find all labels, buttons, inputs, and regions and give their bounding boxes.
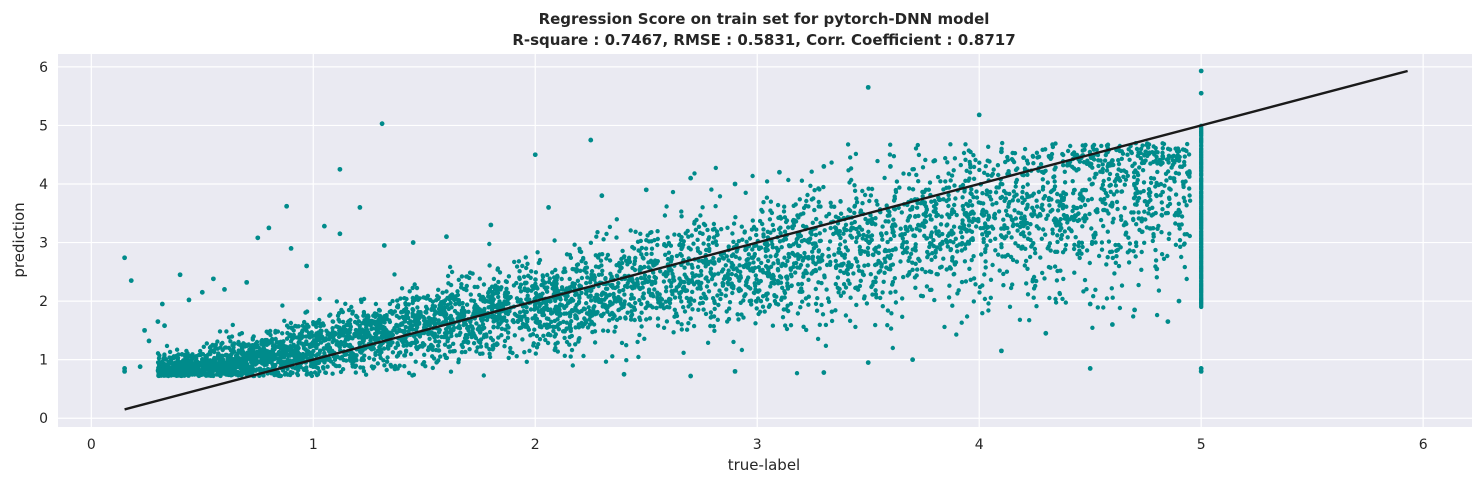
data-point: [732, 181, 738, 187]
data-point: [1176, 298, 1182, 304]
data-point: [146, 338, 152, 344]
data-point: [1087, 301, 1093, 307]
data-point: [162, 323, 167, 329]
data-point: [199, 289, 205, 295]
y-tick-label: 4: [39, 177, 48, 193]
data-point: [186, 297, 192, 303]
data-point: [1198, 366, 1204, 371]
data-point: [284, 203, 290, 209]
y-tick-label: 3: [39, 236, 48, 252]
data-point: [1065, 161, 1071, 166]
data-point: [1143, 149, 1149, 155]
data-point: [288, 246, 294, 251]
y-tick-label: 1: [39, 353, 48, 369]
x-tick-label: 5: [1197, 437, 1206, 453]
y-axis-label: prediction: [10, 202, 28, 277]
data-point: [381, 243, 387, 248]
data-point: [379, 121, 385, 127]
data-point: [888, 164, 893, 169]
y-tick-label: 5: [39, 118, 48, 134]
data-point: [865, 360, 871, 365]
data-point: [128, 278, 134, 284]
x-tick-label: 1: [309, 437, 318, 453]
data-point: [546, 205, 551, 210]
point-cloud: [155, 123, 1204, 379]
data-point: [1198, 90, 1204, 96]
data-point: [621, 371, 627, 377]
chart-title: Regression Score on train set for pytorc…: [539, 10, 990, 28]
x-tick-label: 3: [753, 437, 762, 453]
data-point: [155, 319, 161, 324]
data-point: [932, 158, 938, 163]
data-point: [1198, 68, 1204, 74]
data-point: [337, 166, 343, 172]
data-point: [222, 286, 227, 292]
data-point: [137, 364, 143, 370]
data-point: [777, 169, 782, 175]
y-tick-label: 2: [39, 294, 48, 310]
data-point: [122, 255, 127, 261]
data-point: [1132, 307, 1137, 313]
data-point: [1043, 330, 1049, 336]
reference-line: [124, 69, 1408, 411]
y-tick-label: 6: [39, 60, 48, 76]
data-point: [266, 225, 272, 231]
x-tick-label: 6: [1419, 437, 1428, 453]
data-point: [865, 84, 871, 90]
data-point: [688, 175, 694, 181]
data-point: [255, 235, 261, 241]
data-point: [1176, 158, 1182, 163]
data-point: [142, 327, 147, 333]
data-point: [444, 234, 449, 240]
data-point: [357, 205, 363, 210]
data-point: [821, 164, 827, 169]
data-point: [1087, 366, 1093, 371]
scatter-points: [122, 68, 1204, 379]
data-point: [244, 279, 250, 285]
data-point: [304, 263, 310, 269]
data-point: [1021, 155, 1027, 161]
data-point: [159, 301, 165, 307]
data-point: [643, 187, 649, 193]
data-point: [1154, 266, 1160, 272]
y-tick-labels: 0 1 2 3 4 5 6: [39, 60, 48, 427]
data-point: [1109, 158, 1115, 163]
data-point: [821, 370, 827, 375]
data-point: [999, 149, 1004, 155]
x-tick-label: 4: [975, 437, 984, 453]
data-point: [599, 193, 605, 199]
x-tick-label: 2: [531, 437, 540, 453]
data-point: [321, 223, 327, 229]
data-point: [588, 137, 594, 143]
data-point: [159, 363, 165, 368]
data-point: [910, 357, 916, 363]
data-point: [488, 222, 494, 228]
data-point: [1176, 222, 1182, 228]
data-point: [532, 152, 538, 158]
data-point: [688, 373, 694, 379]
y-tick-label: 0: [39, 411, 48, 427]
data-point: [1165, 319, 1171, 324]
x-tick-label: 0: [87, 437, 96, 453]
x-axis-label: true-label: [728, 456, 800, 474]
data-point: [122, 368, 127, 374]
data-point: [1109, 322, 1115, 327]
data-point: [410, 240, 416, 245]
data-point: [177, 272, 183, 278]
data-point: [210, 276, 216, 282]
data-point: [732, 368, 738, 374]
data-point: [976, 112, 982, 118]
x-tick-labels: 0 1 2 3 4 5 6: [87, 437, 1428, 453]
data-point: [999, 348, 1004, 354]
data-point: [337, 231, 343, 237]
chart-subtitle: R-square : 0.7467, RMSE : 0.5831, Corr. …: [512, 31, 1015, 49]
